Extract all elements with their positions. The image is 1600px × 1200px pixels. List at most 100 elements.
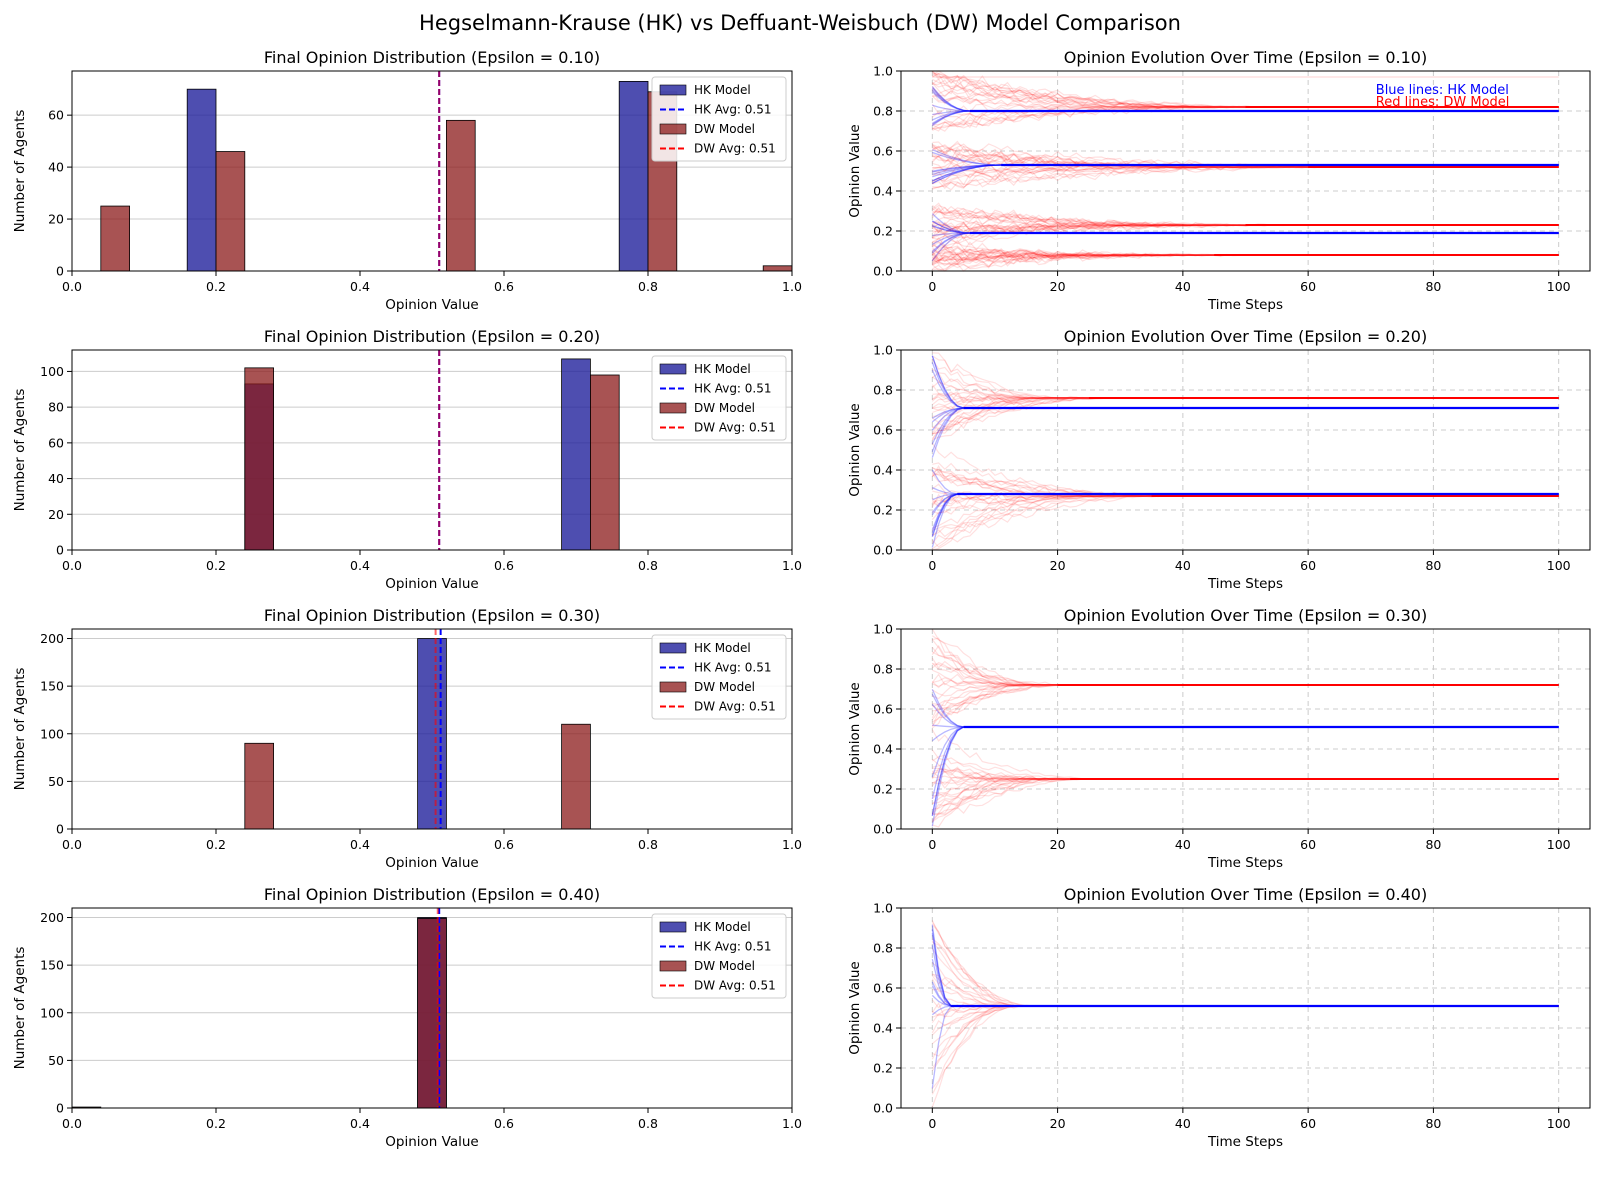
axes-frame — [71, 70, 793, 272]
legend-swatch — [659, 123, 687, 135]
legend-label: HK Avg: 0.51 — [694, 940, 772, 954]
y-tick-label: 150 — [40, 958, 64, 973]
dw-trajectory — [932, 397, 1559, 435]
legend-label: HK Model — [694, 920, 751, 934]
x-tick-label: 60 — [1300, 279, 1316, 294]
legend-swatch — [659, 402, 687, 414]
dw-trajectory — [931, 1005, 1559, 1108]
figure-title: Hegselmann-Krause (HK) vs Deffuant-Weisb… — [419, 11, 1181, 35]
hk-bar — [186, 88, 217, 272]
legend: HK Model HK Avg: 0.51 DW Model DW Avg: 0.51 — [651, 76, 787, 162]
dw-trajectory — [932, 462, 1559, 497]
panel-title: Final Opinion Distribution (Epsilon = 0.… — [264, 327, 600, 346]
legend-label: HK Model — [694, 641, 751, 655]
dw-trajectory — [931, 729, 1559, 780]
x-tick-label: 0.2 — [206, 558, 226, 573]
hk-trajectory — [931, 726, 1559, 816]
x-tick-label: 20 — [1050, 279, 1066, 294]
dw-trajectory — [931, 635, 1559, 686]
histogram-dist-0.10: 0.0 0.2 0.4 0.6 0.8 1.0 0 20 40 60 Final Opinion D… — [12, 48, 802, 313]
dw-trajectory — [932, 143, 1559, 168]
x-tick-label: 0.0 — [62, 558, 82, 573]
x-tick-label: 60 — [1300, 837, 1316, 852]
dw-trajectory — [932, 778, 1559, 816]
dw-trajectory — [931, 948, 1559, 1007]
x-tick-label: 0.6 — [494, 837, 514, 852]
legend-label: DW Avg: 0.51 — [694, 700, 776, 714]
axes-frame — [900, 70, 1591, 272]
y-axis-label: Opinion Value — [847, 124, 863, 217]
x-tick-label: 1.0 — [782, 837, 802, 852]
annotation-dw: Red lines: DW Model — [1376, 95, 1510, 110]
x-tick-label: 0.8 — [638, 837, 658, 852]
hk-trajectory — [931, 726, 1559, 817]
x-axis-label: Opinion Value — [385, 576, 478, 592]
dw-trajectory — [931, 778, 1559, 823]
y-tick-label: 0.8 — [873, 941, 893, 956]
dw-trajectory — [932, 1005, 1559, 1018]
legend-label: HK Avg: 0.51 — [694, 661, 772, 675]
x-tick-label: 0.6 — [494, 558, 514, 573]
panel-title: Opinion Evolution Over Time (Epsilon = 0… — [1064, 48, 1427, 67]
x-tick-label: 80 — [1425, 558, 1441, 573]
dw-trajectory — [932, 762, 1559, 780]
dw-bar — [100, 205, 131, 272]
legend-label: DW Model — [694, 959, 755, 973]
y-tick-label: 0.6 — [873, 144, 893, 159]
dw-trajectory — [931, 1005, 1559, 1036]
x-tick-label: 0 — [928, 279, 936, 294]
x-tick-label: 0.0 — [62, 1116, 82, 1131]
panel-title: Opinion Evolution Over Time (Epsilon = 0… — [1064, 885, 1427, 904]
legend-label: DW Avg: 0.51 — [694, 979, 776, 993]
axes-frame — [900, 907, 1591, 1109]
dw-bar — [244, 742, 275, 830]
x-tick-label: 40 — [1175, 279, 1191, 294]
histogram-dist-0.20: 0.0 0.2 0.4 0.6 0.8 1.0 0 20 40 60 80 100 Final Opin… — [12, 327, 802, 592]
x-tick-label: 0.0 — [62, 837, 82, 852]
dw-trajectory — [932, 1005, 1559, 1057]
hk-bar — [618, 80, 649, 272]
dw-trajectory — [931, 940, 1559, 1007]
x-axis-label: Opinion Value — [385, 855, 478, 871]
y-tick-label: 0.2 — [873, 503, 893, 518]
y-tick-label: 0.8 — [873, 104, 893, 119]
dw-bar — [590, 374, 620, 551]
legend-label: HK Model — [694, 83, 751, 97]
hk-bar — [561, 358, 591, 551]
hk-trajectory — [931, 958, 1559, 1007]
x-tick-label: 0.6 — [494, 279, 514, 294]
legend-swatch — [659, 681, 687, 693]
dw-trajectory — [931, 358, 1559, 399]
x-tick-label: 0.6 — [494, 1116, 514, 1131]
y-axis-label: Number of Agents — [12, 110, 28, 233]
hk-trajectory — [931, 232, 1559, 252]
dw-trajectory — [931, 646, 1559, 686]
dw-bar — [417, 918, 447, 1109]
y-tick-label: 60 — [48, 435, 64, 450]
dw-trajectory — [931, 355, 1559, 399]
axes-frame — [900, 628, 1591, 830]
legend-box — [651, 913, 787, 999]
dw-trajectory — [931, 495, 1559, 550]
y-tick-label: 0.6 — [873, 981, 893, 996]
dw-trajectory — [932, 684, 1559, 700]
legend: HK Model HK Avg: 0.51 DW Model DW Avg: 0.51 — [651, 913, 787, 999]
legend-label: DW Model — [694, 401, 755, 415]
x-tick-label: 40 — [1175, 837, 1191, 852]
x-tick-label: 0.2 — [206, 837, 226, 852]
panel-title: Final Opinion Distribution (Epsilon = 0.… — [264, 606, 600, 625]
legend-box — [651, 634, 787, 720]
axes-frame — [71, 907, 793, 1109]
hk-trajectory — [931, 994, 1559, 1007]
y-tick-label: 200 — [40, 910, 64, 925]
dw-trajectory — [932, 166, 1559, 189]
y-tick-label: 0.6 — [873, 423, 893, 438]
y-tick-label: 0.6 — [873, 702, 893, 717]
dw-trajectory — [931, 938, 1559, 1007]
dw-trajectory — [931, 978, 1559, 1007]
dw-trajectory — [931, 1005, 1559, 1060]
x-axis-label: Time Steps — [1207, 855, 1283, 871]
hk-trajectory — [931, 703, 1559, 728]
dw-trajectory — [932, 637, 1559, 686]
